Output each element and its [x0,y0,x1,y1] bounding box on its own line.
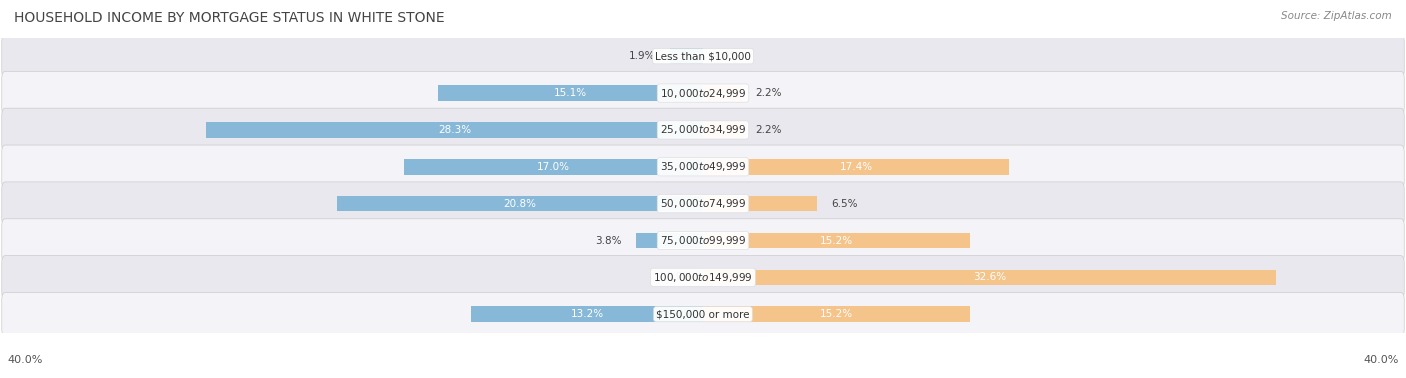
Text: 15.2%: 15.2% [820,235,853,245]
Text: 2.2%: 2.2% [756,88,782,98]
Bar [703,85,742,101]
Text: 0.0%: 0.0% [666,273,693,282]
Bar [703,159,1010,175]
Text: $75,000 to $99,999: $75,000 to $99,999 [659,234,747,247]
Text: 28.3%: 28.3% [437,125,471,135]
Bar [405,159,703,175]
Bar [703,122,742,138]
Text: 40.0%: 40.0% [7,355,42,365]
Text: 32.6%: 32.6% [973,273,1007,282]
Text: $50,000 to $74,999: $50,000 to $74,999 [659,197,747,210]
Bar [703,270,1277,285]
FancyBboxPatch shape [1,145,1405,189]
Bar [471,307,703,322]
Text: 40.0%: 40.0% [1364,355,1399,365]
FancyBboxPatch shape [1,71,1405,115]
Text: 2.2%: 2.2% [756,125,782,135]
Text: Less than $10,000: Less than $10,000 [655,51,751,61]
FancyBboxPatch shape [1,182,1405,225]
Bar [637,233,703,248]
Text: 15.2%: 15.2% [820,309,853,319]
Text: 15.1%: 15.1% [554,88,586,98]
FancyBboxPatch shape [1,293,1405,336]
Text: 20.8%: 20.8% [503,199,537,209]
Text: $25,000 to $34,999: $25,000 to $34,999 [659,124,747,136]
Bar [437,85,703,101]
FancyBboxPatch shape [1,219,1405,262]
Text: 6.5%: 6.5% [831,199,858,209]
Text: 3.8%: 3.8% [596,235,621,245]
Bar [703,233,970,248]
Text: $100,000 to $149,999: $100,000 to $149,999 [654,271,752,284]
Text: 13.2%: 13.2% [571,309,603,319]
Text: $150,000 or more: $150,000 or more [657,309,749,319]
Bar [703,307,970,322]
Text: $10,000 to $24,999: $10,000 to $24,999 [659,87,747,99]
Bar [669,48,703,64]
Bar [703,196,817,211]
Text: 0.0%: 0.0% [713,51,740,61]
Text: 17.4%: 17.4% [839,162,873,172]
Text: $35,000 to $49,999: $35,000 to $49,999 [659,160,747,173]
FancyBboxPatch shape [1,34,1405,78]
Text: 17.0%: 17.0% [537,162,569,172]
FancyBboxPatch shape [1,108,1405,152]
Bar [337,196,703,211]
Text: Source: ZipAtlas.com: Source: ZipAtlas.com [1281,11,1392,21]
FancyBboxPatch shape [1,256,1405,299]
Text: 1.9%: 1.9% [628,51,655,61]
Bar [205,122,703,138]
Text: HOUSEHOLD INCOME BY MORTGAGE STATUS IN WHITE STONE: HOUSEHOLD INCOME BY MORTGAGE STATUS IN W… [14,11,444,25]
